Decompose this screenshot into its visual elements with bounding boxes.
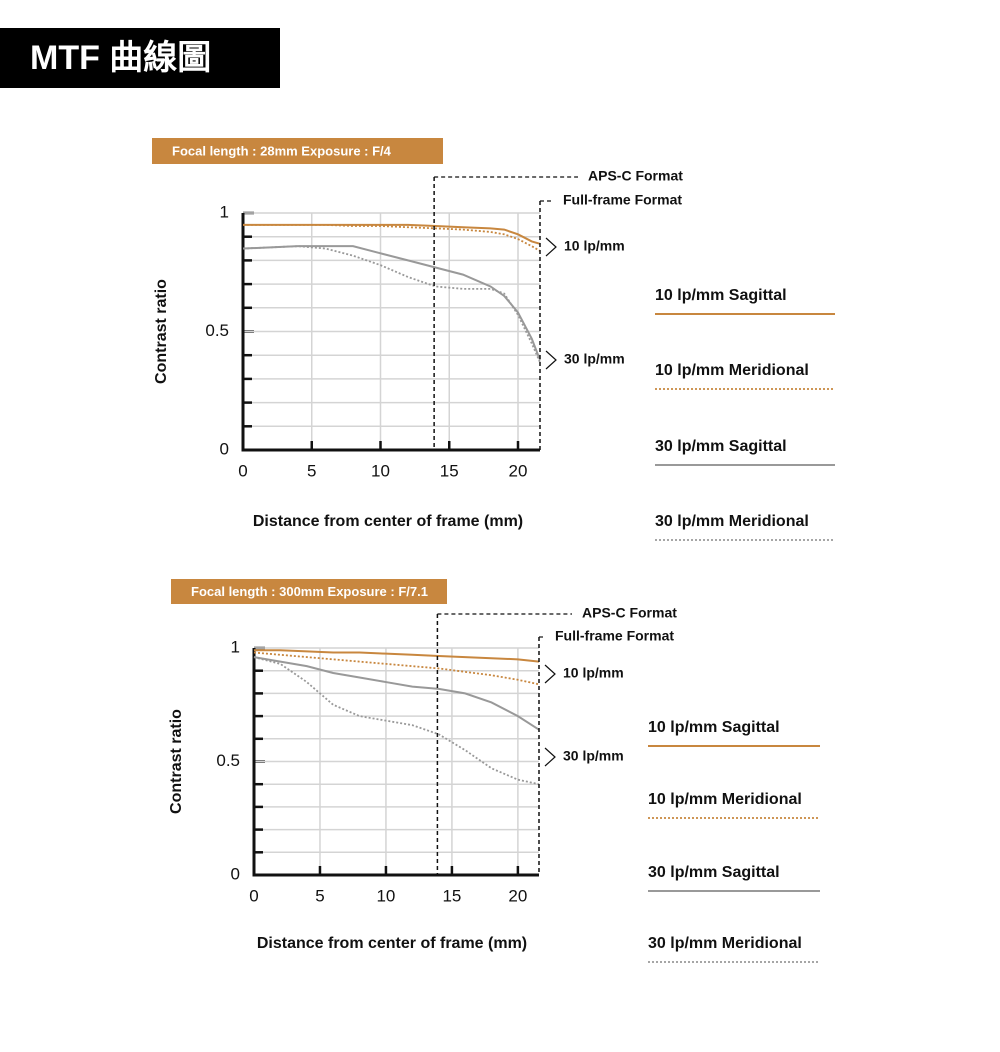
x-tick-label: 10 — [376, 886, 395, 905]
series-line — [242, 245, 541, 361]
x-tick-label: 15 — [440, 461, 459, 480]
x-tick-label: 5 — [315, 886, 324, 905]
x-tick-label: 20 — [508, 886, 527, 905]
legend-label: 30 lp/mm Sagittal — [655, 438, 787, 455]
banner-text: Focal length : 300mm Exposure : F/7.1 — [191, 584, 428, 599]
format-label: APS-C Format — [582, 605, 677, 621]
legend-label: 10 lp/mm Meridional — [655, 362, 809, 379]
format-label: Full-frame Format — [555, 628, 674, 644]
series-line — [253, 651, 540, 686]
x-axis-label: Distance from center of frame (mm) — [253, 513, 523, 530]
bracket — [544, 664, 556, 684]
y-tick-label: 0 — [231, 864, 240, 883]
series-line — [253, 656, 540, 731]
y-tick-label: 0.5 — [205, 321, 229, 340]
page-title: MTF 曲線圖 — [30, 39, 211, 77]
series-line — [243, 223, 541, 252]
format-label: Full-frame Format — [563, 192, 682, 208]
bracket-label: 10 lp/mm — [563, 665, 624, 681]
bracket — [545, 237, 557, 257]
series-line — [254, 649, 540, 663]
bracket-label: 30 lp/mm — [563, 748, 624, 764]
y-tick-label: 0.5 — [216, 751, 240, 770]
x-tick-label: 0 — [238, 461, 247, 480]
y-axis-label: Contrast ratio — [168, 709, 185, 814]
x-tick-label: 20 — [509, 461, 528, 480]
series-line — [243, 223, 541, 245]
legend-label: 10 lp/mm Sagittal — [648, 719, 780, 736]
legend-label: 30 lp/mm Meridional — [648, 935, 802, 952]
title-band — [0, 28, 280, 88]
banner — [171, 579, 447, 604]
y-axis-label: Contrast ratio — [153, 279, 170, 384]
format-label: APS-C Format — [588, 168, 683, 184]
legend-label: 30 lp/mm Meridional — [655, 513, 809, 530]
x-tick-label: 5 — [307, 461, 316, 480]
banner — [152, 138, 443, 164]
y-tick-label: 0 — [220, 439, 229, 458]
series-line — [242, 245, 541, 363]
bracket — [544, 747, 556, 767]
bracket — [545, 350, 557, 370]
x-tick-label: 0 — [249, 886, 258, 905]
banner-text: Focal length : 28mm Exposure : F/4 — [172, 143, 392, 158]
bracket-label: 30 lp/mm — [564, 351, 625, 367]
bracket-label: 10 lp/mm — [564, 238, 625, 254]
legend-label: 10 lp/mm Sagittal — [655, 287, 787, 304]
x-axis-label: Distance from center of frame (mm) — [257, 935, 527, 952]
y-tick-label: 1 — [231, 637, 240, 656]
x-tick-label: 15 — [442, 886, 461, 905]
x-tick-label: 10 — [371, 461, 390, 480]
legend-label: 30 lp/mm Sagittal — [648, 864, 780, 881]
series-line — [253, 656, 540, 786]
legend-label: 10 lp/mm Meridional — [648, 791, 802, 808]
y-tick-label: 1 — [220, 202, 229, 221]
